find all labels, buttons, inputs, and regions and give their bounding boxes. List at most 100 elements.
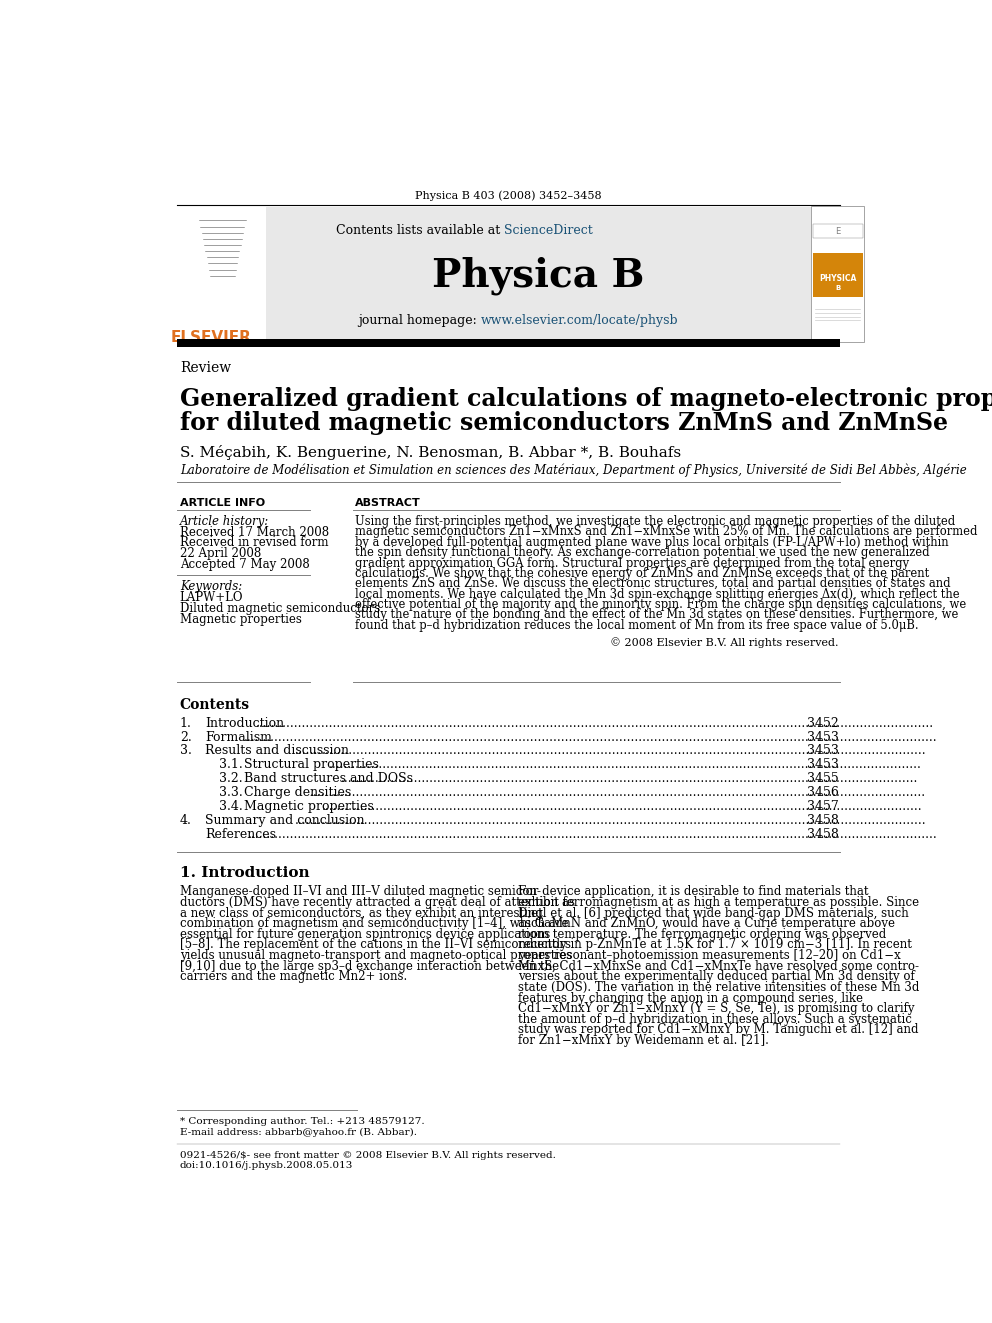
Text: 3452: 3452 bbox=[806, 717, 838, 730]
Text: Band structures and DOSs: Band structures and DOSs bbox=[244, 773, 413, 785]
Text: Physica B: Physica B bbox=[433, 257, 645, 295]
Text: Charge densities: Charge densities bbox=[244, 786, 351, 799]
Text: Diluted magnetic semiconductors: Diluted magnetic semiconductors bbox=[180, 602, 380, 615]
Text: Dietl et al. [6] predicted that wide band-gap DMS materials, such: Dietl et al. [6] predicted that wide ban… bbox=[518, 906, 909, 919]
Text: 1. Introduction: 1. Introduction bbox=[180, 867, 310, 880]
Bar bbox=[811, 206, 864, 343]
Text: ................................................................................: ........................................… bbox=[310, 786, 927, 799]
Text: 3.2.: 3.2. bbox=[218, 773, 242, 785]
Text: ARTICLE INFO: ARTICLE INFO bbox=[180, 497, 265, 508]
Text: LAPW+LO: LAPW+LO bbox=[180, 591, 243, 605]
Text: PHYSICA: PHYSICA bbox=[819, 274, 856, 283]
Text: ................................................................................: ........................................… bbox=[321, 800, 923, 812]
Text: Review: Review bbox=[180, 361, 231, 376]
Text: a new class of semiconductors, as they exhibit an interesting: a new class of semiconductors, as they e… bbox=[180, 906, 543, 919]
Text: ScienceDirect: ScienceDirect bbox=[504, 224, 592, 237]
Text: by a developed full-potential augmented plane wave plus local orbitals (FP-L/APW: by a developed full-potential augmented … bbox=[355, 536, 948, 549]
Text: 3456: 3456 bbox=[806, 786, 838, 799]
Text: yields unusual magneto-transport and magneto-optical properties: yields unusual magneto-transport and mag… bbox=[180, 949, 572, 962]
Text: essential for future generation spintronics device applications: essential for future generation spintron… bbox=[180, 927, 550, 941]
Text: Magnetic properties: Magnetic properties bbox=[244, 800, 374, 812]
Text: MnxS, Cd1−xMnxSe and Cd1−xMnxTe have resolved some contro-: MnxS, Cd1−xMnxSe and Cd1−xMnxTe have res… bbox=[518, 959, 919, 972]
Bar bbox=[266, 206, 811, 344]
Text: ................................................................................: ........................................… bbox=[329, 758, 923, 771]
Text: [5–8]. The replacement of the cations in the II–VI semiconductors: [5–8]. The replacement of the cations in… bbox=[180, 938, 570, 951]
Text: versies about the experimentally deduced partial Mn 3d density of: versies about the experimentally deduced… bbox=[518, 970, 915, 983]
Text: * Corresponding author. Tel.: +213 48579127.: * Corresponding author. Tel.: +213 48579… bbox=[180, 1117, 425, 1126]
Text: features by changing the anion in a compound series, like: features by changing the anion in a comp… bbox=[518, 991, 863, 1004]
Text: 22 April 2008: 22 April 2008 bbox=[180, 548, 261, 560]
Text: Article history:: Article history: bbox=[180, 515, 269, 528]
Text: magnetic semiconductors Zn1−xMnxS and Zn1−xMnxSe with 25% of Mn. The calculation: magnetic semiconductors Zn1−xMnxS and Zn… bbox=[355, 525, 977, 538]
Text: E: E bbox=[835, 228, 840, 237]
Text: Results and discussion: Results and discussion bbox=[205, 745, 349, 757]
Text: 3457: 3457 bbox=[806, 800, 838, 812]
Text: local moments. We have calculated the Mn 3d spin-exchange splitting energies Δx(: local moments. We have calculated the Mn… bbox=[355, 587, 959, 601]
Text: the spin density functional theory. As exchange-correlation potential we used th: the spin density functional theory. As e… bbox=[355, 546, 930, 560]
Text: Using the first-principles method, we investigate the electronic and magnetic pr: Using the first-principles method, we in… bbox=[355, 515, 955, 528]
Text: calculations. We show that the cohesive energy of ZnMnS and ZnMnSe exceeds that : calculations. We show that the cohesive … bbox=[355, 566, 930, 579]
Text: Laboratoire de Modélisation et Simulation en sciences des Matériaux, Department : Laboratoire de Modélisation et Simulatio… bbox=[180, 463, 966, 476]
Text: 3.1.: 3.1. bbox=[218, 758, 242, 771]
Text: 1.: 1. bbox=[180, 717, 191, 730]
Text: ................................................................................: ........................................… bbox=[244, 730, 937, 744]
Text: References: References bbox=[205, 828, 277, 840]
Text: exhibit ferromagnetism at as high a temperature as possible. Since: exhibit ferromagnetism at as high a temp… bbox=[518, 896, 919, 909]
Text: ELSEVIER: ELSEVIER bbox=[171, 329, 251, 345]
Text: Physica B 403 (2008) 3452–3458: Physica B 403 (2008) 3452–3458 bbox=[415, 191, 602, 201]
Text: found that p–d hybridization reduces the local moment of Mn from its free space : found that p–d hybridization reduces the… bbox=[355, 619, 919, 632]
Text: ABSTRACT: ABSTRACT bbox=[355, 497, 421, 508]
Text: the amount of p–d hybridization in these alloys. Such a systematic: the amount of p–d hybridization in these… bbox=[518, 1013, 912, 1025]
Text: For device application, it is desirable to find materials that: For device application, it is desirable … bbox=[518, 885, 868, 898]
Text: www.elsevier.com/locate/physb: www.elsevier.com/locate/physb bbox=[481, 314, 679, 327]
Text: ................................................................................: ........................................… bbox=[341, 773, 919, 785]
Text: Summary and conclusion: Summary and conclusion bbox=[205, 814, 365, 827]
Text: [9,10] due to the large sp3–d exchange interaction between the: [9,10] due to the large sp3–d exchange i… bbox=[180, 959, 558, 972]
Text: 3.3.: 3.3. bbox=[218, 786, 242, 799]
Text: 3455: 3455 bbox=[806, 773, 838, 785]
Bar bbox=[813, 253, 863, 298]
Text: Magnetic properties: Magnetic properties bbox=[180, 613, 302, 626]
Text: Accepted 7 May 2008: Accepted 7 May 2008 bbox=[180, 558, 310, 572]
Text: journal homepage:: journal homepage: bbox=[358, 314, 481, 327]
Text: B: B bbox=[835, 286, 840, 291]
Text: 3.: 3. bbox=[180, 745, 191, 757]
Text: Introduction: Introduction bbox=[205, 717, 285, 730]
Text: study was reported for Cd1−xMnxY by M. Taniguchi et al. [12] and: study was reported for Cd1−xMnxY by M. T… bbox=[518, 1024, 919, 1036]
Text: 3453: 3453 bbox=[806, 758, 838, 771]
Text: room temperature. The ferromagnetic ordering was observed: room temperature. The ferromagnetic orde… bbox=[518, 927, 886, 941]
Text: doi:10.1016/j.physb.2008.05.013: doi:10.1016/j.physb.2008.05.013 bbox=[180, 1162, 353, 1171]
Text: recently in p-ZnMnTe at 1.5K for 1.7 × 1019 cm−3 [11]. In recent: recently in p-ZnMnTe at 1.5K for 1.7 × 1… bbox=[518, 938, 912, 951]
Text: for diluted magnetic semiconductors ZnMnS and ZnMnSe: for diluted magnetic semiconductors ZnMn… bbox=[180, 411, 947, 435]
Text: 3453: 3453 bbox=[806, 745, 838, 757]
Text: ................................................................................: ........................................… bbox=[248, 828, 937, 840]
Text: Contents: Contents bbox=[180, 699, 250, 713]
Text: as GaMnN and ZnMnO, would have a Curie temperature above: as GaMnN and ZnMnO, would have a Curie t… bbox=[518, 917, 895, 930]
Text: S. Méçabih, K. Benguerine, N. Benosman, B. Abbar *, B. Bouhafs: S. Méçabih, K. Benguerine, N. Benosman, … bbox=[180, 445, 681, 459]
Text: Contents lists available at: Contents lists available at bbox=[335, 224, 504, 237]
Text: E-mail address: abbarb@yahoo.fr (B. Abbar).: E-mail address: abbarb@yahoo.fr (B. Abba… bbox=[180, 1127, 417, 1136]
Text: 3458: 3458 bbox=[806, 828, 838, 840]
Text: carriers and the magnetic Mn2+ ions.: carriers and the magnetic Mn2+ ions. bbox=[180, 970, 407, 983]
Text: ................................................................................: ........................................… bbox=[295, 814, 927, 827]
Text: ................................................................................: ........................................… bbox=[295, 745, 927, 757]
Text: Received 17 March 2008: Received 17 March 2008 bbox=[180, 525, 329, 538]
Text: years resonant–photoemission measurements [12–20] on Cd1−x: years resonant–photoemission measurement… bbox=[518, 949, 901, 962]
Bar bbox=[177, 339, 840, 347]
Text: Cd1−xMnxY or Zn1−xMnxY (Y = S, Se, Te), is promising to clarify: Cd1−xMnxY or Zn1−xMnxY (Y = S, Se, Te), … bbox=[518, 1003, 915, 1015]
Text: ductors (DMS) have recently attracted a great deal of attention as: ductors (DMS) have recently attracted a … bbox=[180, 896, 574, 909]
Text: 4.: 4. bbox=[180, 814, 191, 827]
Text: combination of magnetism and semiconductivity [1–4], which are: combination of magnetism and semiconduct… bbox=[180, 917, 568, 930]
Text: Formalism: Formalism bbox=[205, 730, 272, 744]
Text: © 2008 Elsevier B.V. All rights reserved.: © 2008 Elsevier B.V. All rights reserved… bbox=[610, 636, 838, 648]
Text: 2.: 2. bbox=[180, 730, 191, 744]
Text: Received in revised form: Received in revised form bbox=[180, 537, 328, 549]
Text: ................................................................................: ........................................… bbox=[256, 717, 933, 730]
Text: gradient approximation GGA form. Structural properties are determined from the t: gradient approximation GGA form. Structu… bbox=[355, 557, 909, 569]
Text: elements ZnS and ZnSe. We discuss the electronic structures, total and partial d: elements ZnS and ZnSe. We discuss the el… bbox=[355, 577, 950, 590]
Text: study the nature of the bonding and the effect of the Mn 3d states on these dens: study the nature of the bonding and the … bbox=[355, 609, 958, 622]
Text: 3.4.: 3.4. bbox=[218, 800, 242, 812]
Text: Generalized gradient calculations of magneto-electronic properties: Generalized gradient calculations of mag… bbox=[180, 388, 992, 411]
Text: Manganese-doped II–VI and III–V diluted magnetic semicon-: Manganese-doped II–VI and III–V diluted … bbox=[180, 885, 541, 898]
Text: effective potential of the majority and the minority spin. From the charge spin : effective potential of the majority and … bbox=[355, 598, 966, 611]
